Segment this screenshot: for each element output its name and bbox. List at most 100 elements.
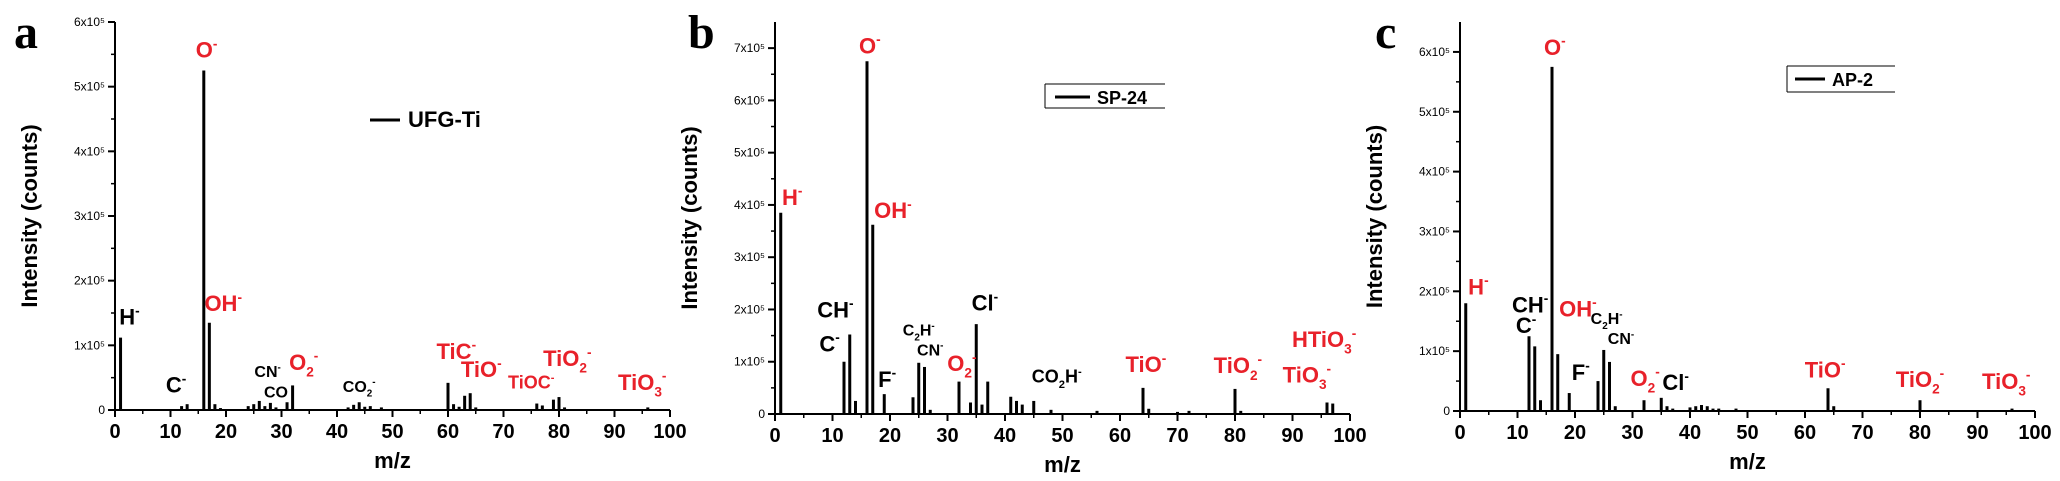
peak-label: CO2- [343,377,376,400]
peak-label-text: TiO [618,370,654,395]
peak-label-text: F [878,367,891,392]
panel-label: a [14,6,38,59]
peak-label-superscript: - [1484,273,1489,288]
y-tick-label: 1x10⁵ [74,338,105,352]
peak-label-superscript: - [135,303,140,318]
x-tick-label: 70 [1851,422,1873,444]
peak-label-superscript: - [278,362,281,373]
peak-label-text: CO [264,385,288,402]
peak-label-text: TiO [1805,357,1841,382]
peak-label: CH- [1512,291,1548,317]
peak-label-text: C [166,373,182,398]
x-tick-label: 20 [1564,422,1586,444]
peak-label-text: CO [1032,367,1059,387]
peak-label-superscript: - [662,369,667,384]
y-tick-label: 0 [1443,404,1450,418]
x-axis-title: m/z [1729,449,1766,474]
peak-label: H- [782,184,802,210]
x-tick-label: 50 [381,421,403,443]
x-tick-label: 80 [1224,425,1246,447]
peak-label: TiOC- [508,372,555,393]
y-tick-label: 2x10⁵ [74,274,105,288]
peak-label: TiO- [461,356,502,382]
peak-label: TiO3- [618,369,666,400]
peak-label-text: F [1572,360,1585,385]
y-axis-title: Intensity (counts) [1362,125,1387,308]
x-tick-label: 90 [1966,422,1988,444]
peak-label: O- [1544,34,1566,60]
peak-label-text: O [289,350,306,375]
peak-label: TiO2- [1896,366,1944,397]
peak-label-text: O [1631,366,1648,391]
peak-label: H- [1468,273,1488,299]
y-tick-label: 5x10⁵ [734,146,765,160]
peak-label: O- [859,32,881,58]
peak-label-superscript: - [907,197,912,212]
y-tick-label: 7x10⁵ [734,41,765,55]
x-tick-label: 80 [548,421,570,443]
peak-label-superscript: - [1532,312,1537,327]
peak-label: OH- [1559,295,1597,321]
peak-label-text: TiO [1283,363,1319,388]
x-tick-label: 70 [492,421,514,443]
peak-label-text: OH [204,291,237,316]
peak-label-superscript: - [876,32,881,47]
peak-label-text: TiO [461,357,497,382]
x-tick-label: 100 [1333,425,1366,447]
peak-label: TiO3- [1982,368,2030,399]
peak-label-text: C [819,331,835,356]
peak-label-superscript: - [472,338,477,353]
peak-label-text: CH [1512,292,1544,317]
peak-label-subscript: 2 [1059,379,1065,391]
x-tick-label: 0 [1454,422,1465,444]
peak-label-text: H [920,323,932,340]
peak-label: CN- [917,341,943,360]
peak-label-subscript: 3 [2018,383,2026,398]
peak-label-text: H [1608,311,1620,328]
peak-label-text: Cl [1662,370,1684,395]
peak-label: C- [819,330,839,356]
y-tick-label: 4x10⁵ [1419,165,1450,179]
peak-label-superscript: - [1162,351,1167,366]
peak-label-subscript: 2 [367,389,373,400]
peak-label-text: CO [343,379,367,396]
x-tick-label: 50 [1736,422,1758,444]
x-tick-label: 30 [270,421,292,443]
peak-label-subscript: 3 [1344,342,1352,357]
peak-label-text: H [782,185,798,210]
y-tick-label: 4x10⁵ [734,198,765,212]
peak-label-subscript: 2 [1602,321,1608,332]
x-tick-label: 30 [936,425,958,447]
peak-label-text: H [1065,367,1078,387]
peak-label-superscript: - [849,296,854,311]
peak-label-superscript: - [1655,365,1660,380]
peak-label-superscript: - [182,371,187,386]
peak-label-text: CH [817,297,849,322]
peak-label: O- [196,36,218,62]
x-axis-title: m/z [374,448,411,473]
peak-label-superscript: - [497,356,502,371]
panel-c: c 0 10 20 30 40 50 60 70 80 90 100 0 1x10⁵ 2x10⁵ 3x10⁵… [1362,6,2052,474]
peak-label: C2H- [1591,310,1623,333]
y-tick-label: 3x10⁵ [734,250,765,264]
peak-label: Cl- [972,289,999,315]
peak-label-superscript: - [372,377,375,388]
peak-label: F- [1572,359,1590,385]
panel-label: b [688,6,715,59]
peak-label-subscript: 2 [579,361,587,376]
y-tick-label: 4x10⁵ [74,144,105,158]
peak-label-superscript: - [940,341,943,352]
peak-label-text: HTiO [1292,327,1344,352]
y-tick-label: 5x10⁵ [74,80,105,94]
peak-label-text: TiO [1896,367,1932,392]
peak-label-text: CN [254,364,277,381]
peak-label: OH- [204,290,242,316]
y-tick-label: 0 [98,403,105,417]
x-tick-label: 20 [879,425,901,447]
peak-label: C2H- [903,321,935,344]
peak-label: OH- [874,197,912,223]
legend-label: SP-24 [1097,88,1147,108]
peak-label-superscript: - [314,349,319,364]
peak-label-superscript: - [1592,295,1597,310]
x-tick-label: 10 [821,425,843,447]
